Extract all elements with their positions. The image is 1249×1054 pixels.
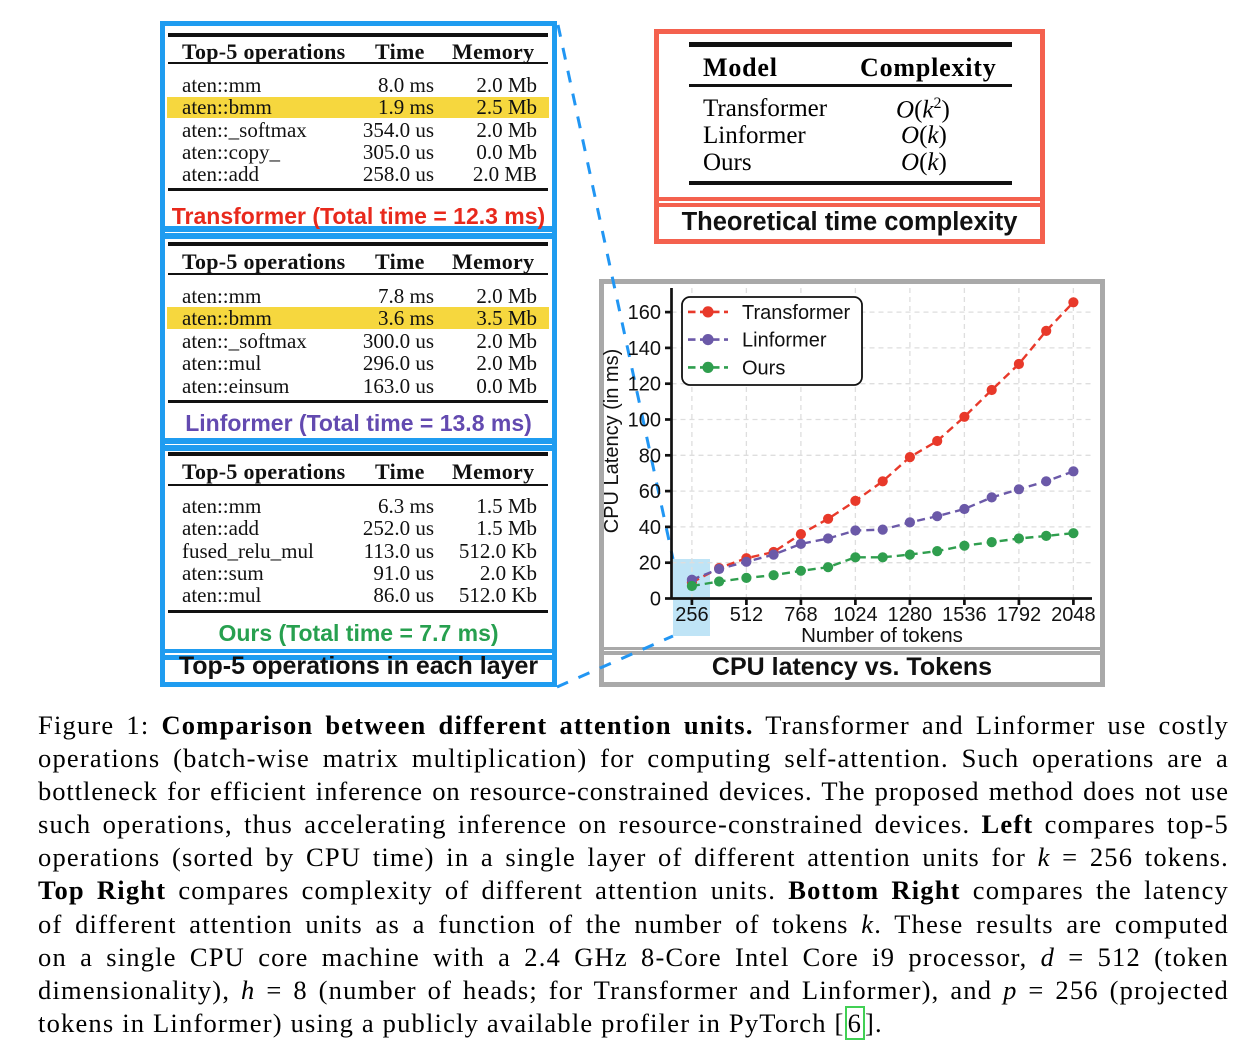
svg-text:2048: 2048 <box>1051 604 1096 626</box>
svg-text:Transformer: Transformer <box>742 302 851 324</box>
svg-text:1792: 1792 <box>997 604 1042 626</box>
svg-text:0: 0 <box>650 589 661 611</box>
svg-text:160: 160 <box>628 302 661 324</box>
svg-text:100: 100 <box>628 410 661 432</box>
svg-text:Ours: Ours <box>742 357 785 379</box>
svg-text:140: 140 <box>628 338 661 360</box>
svg-text:60: 60 <box>639 481 661 503</box>
svg-text:Number of tokens: Number of tokens <box>801 624 963 647</box>
svg-text:Linformer: Linformer <box>742 330 827 352</box>
svg-text:256: 256 <box>675 604 708 626</box>
svg-text:20: 20 <box>639 553 661 575</box>
svg-text:768: 768 <box>784 604 817 626</box>
svg-text:40: 40 <box>639 517 661 539</box>
svg-text:CPU Latency (in ms): CPU Latency (in ms) <box>601 349 623 534</box>
svg-text:1280: 1280 <box>888 604 933 626</box>
svg-text:120: 120 <box>628 374 661 396</box>
svg-text:512: 512 <box>730 604 763 626</box>
svg-text:80: 80 <box>639 445 661 467</box>
svg-text:1024: 1024 <box>833 604 878 626</box>
svg-text:1536: 1536 <box>942 604 987 626</box>
